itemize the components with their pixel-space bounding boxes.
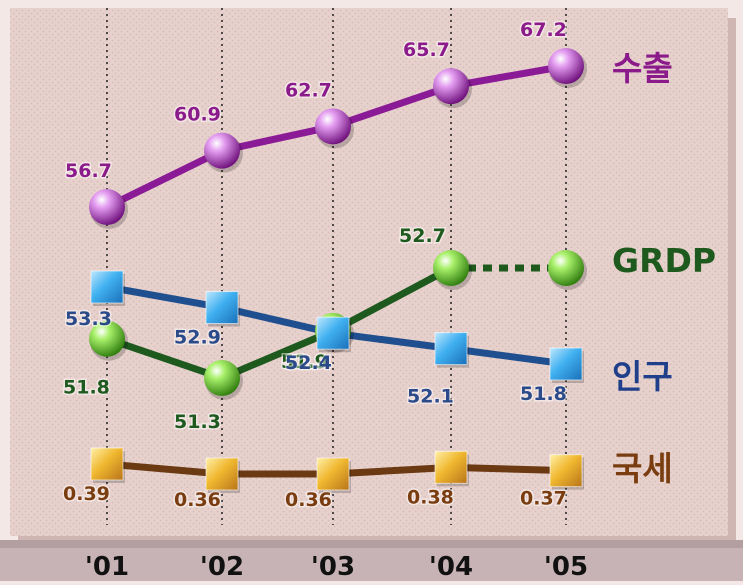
series-4-label-3: 0.36 bbox=[285, 489, 332, 511]
series-4-point-1 bbox=[90, 447, 124, 481]
series-2-point-5 bbox=[548, 250, 584, 286]
series-1-label-2: 60.9 bbox=[174, 104, 221, 126]
x-tick-2: '02 bbox=[200, 552, 244, 581]
series-1-segment-2 bbox=[218, 122, 337, 155]
series-1-label-1: 56.7 bbox=[65, 160, 112, 182]
series-lines bbox=[103, 62, 570, 478]
series-4-label-2: 0.36 bbox=[174, 489, 221, 511]
series-4-point-4 bbox=[434, 450, 468, 484]
series-markers bbox=[89, 48, 587, 493]
series-3-label-3: 52.4 bbox=[285, 352, 332, 374]
series-3-point-2 bbox=[205, 291, 239, 325]
series-1-label-3: 62.7 bbox=[285, 79, 332, 101]
series-1-label-5: 67.2 bbox=[520, 19, 567, 41]
legend-3: 인구 bbox=[612, 357, 673, 396]
series-4-point-3 bbox=[316, 457, 350, 491]
series-4-segment-4 bbox=[447, 463, 570, 475]
series-2-point-1 bbox=[89, 320, 125, 357]
series-1-label-4: 65.7 bbox=[403, 39, 450, 61]
x-tick-1: '01 bbox=[85, 552, 129, 581]
legend-1: 수출 bbox=[612, 49, 673, 88]
series-2-segment-1 bbox=[103, 335, 226, 382]
series-3-label-5: 51.8 bbox=[520, 383, 567, 405]
series-3-segment-4 bbox=[447, 345, 570, 368]
series-1-point-5 bbox=[548, 48, 584, 84]
series-1-segment-4 bbox=[447, 62, 570, 90]
series-3-segment-3 bbox=[329, 329, 455, 353]
x-tick-5: '05 bbox=[544, 552, 588, 581]
series-3-point-3 bbox=[316, 316, 350, 350]
series-2-label-4: 52.7 bbox=[399, 225, 446, 247]
x-axis-band-edge bbox=[0, 540, 743, 548]
series-4-label-4: 0.38 bbox=[407, 486, 454, 508]
series-4-label-5: 0.37 bbox=[520, 488, 567, 510]
series-4-point-5 bbox=[549, 454, 583, 488]
series-2-segment-3 bbox=[329, 264, 455, 335]
series-2-label-1: 51.8 bbox=[63, 377, 110, 399]
series-1-point-4 bbox=[433, 68, 469, 105]
series-4-segment-3 bbox=[329, 463, 455, 478]
legend-2: GRDP bbox=[612, 241, 716, 280]
series-2-segment-2 bbox=[218, 327, 337, 382]
series-4-segment-1 bbox=[103, 460, 226, 478]
x-tick-4: '04 bbox=[429, 552, 473, 581]
series-3-label-4: 52.1 bbox=[407, 386, 454, 408]
series-4-point-2 bbox=[205, 457, 239, 491]
data-labels: 56.7 60.9 62.7 65.7 67.2 51.8 51.3 51.9 52.7 53.3… bbox=[62, 18, 569, 513]
series-3-segment-1 bbox=[103, 283, 226, 312]
series-1-point-1 bbox=[89, 189, 125, 225]
series-3-point-5 bbox=[549, 347, 583, 381]
series-3-label-1: 53.3 bbox=[65, 308, 112, 330]
series-2-label-2: 51.3 bbox=[174, 411, 221, 433]
x-axis: '01 '02 '03 '04 '05 bbox=[0, 540, 743, 582]
series-3-label-2: 52.9 bbox=[174, 327, 221, 349]
x-tick-3: '03 bbox=[311, 552, 355, 581]
plot-panel-texture bbox=[10, 8, 728, 536]
series-3-point-4 bbox=[434, 332, 468, 366]
series-2-point-2 bbox=[204, 360, 240, 396]
legend-4: 국세 bbox=[612, 449, 673, 488]
series-2-point-4 bbox=[433, 250, 469, 286]
series-4-label-1: 0.39 bbox=[63, 483, 110, 505]
series-3-point-1 bbox=[90, 270, 124, 304]
series-1-point-3 bbox=[315, 108, 351, 145]
series-1-segment-1 bbox=[103, 147, 226, 211]
series-3-segment-2 bbox=[218, 304, 337, 337]
series-1-segment-3 bbox=[329, 82, 455, 130]
series-2-label-3: 51.9 bbox=[281, 351, 328, 373]
series-1-point-2 bbox=[204, 132, 240, 169]
